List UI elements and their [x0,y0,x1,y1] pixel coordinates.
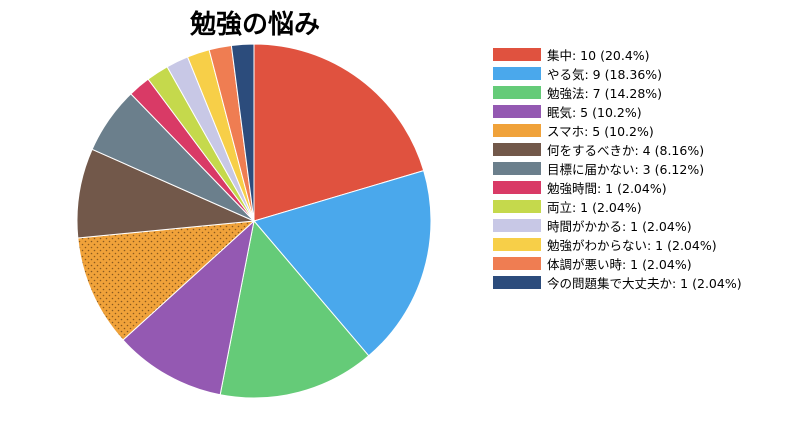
legend-swatch [493,162,541,175]
legend-label: 眠気: 5 (10.2%) [547,105,642,120]
pie-slice-0 [253,43,425,222]
legend-label: 体調が悪い時: 1 (2.04%) [547,257,692,272]
legend-swatch [493,143,541,156]
legend-item: 勉強時間: 1 (2.04%) [493,178,742,197]
legend-swatch [493,86,541,99]
legend-label: 何をするべきか: 4 (8.16%) [547,143,705,158]
legend-item: 何をするべきか: 4 (8.16%) [493,140,742,159]
pie-slice-2 [219,219,370,399]
pie-slice-4 [77,220,256,341]
legend-label: 勉強法: 7 (14.28%) [547,86,663,101]
legend-item: 集中: 10 (20.4%) [493,45,742,64]
legend-swatch [493,105,541,118]
legend-label: 今の問題集で大丈夫か: 1 (2.04%) [547,276,742,291]
legend-item: やる気: 9 (18.36%) [493,64,742,83]
pie-slices [76,43,432,399]
legend-swatch [493,219,541,232]
pie-slice-12 [230,43,255,222]
legend-item: 勉強法: 7 (14.28%) [493,83,742,102]
legend-swatch [493,67,541,80]
legend-swatch [493,257,541,270]
legend-item: 時間がかかる: 1 (2.04%) [493,216,742,235]
pie-slice-5 [76,148,256,239]
legend-label: 勉強がわからない: 1 (2.04%) [547,238,717,253]
legend-label: 両立: 1 (2.04%) [547,200,642,215]
legend-item: スマホ: 5 (10.2%) [493,121,742,140]
legend-item: 今の問題集で大丈夫か: 1 (2.04%) [493,273,742,292]
legend-label: 勉強時間: 1 (2.04%) [547,181,667,196]
legend-label: 集中: 10 (20.4%) [547,48,650,63]
legend-swatch [493,238,541,251]
legend: 集中: 10 (20.4%) やる気: 9 (18.36%) 勉強法: 7 (14.… [493,45,742,292]
legend-label: 目標に届かない: 3 (6.12%) [547,162,705,177]
legend-item: 勉強がわからない: 1 (2.04%) [493,235,742,254]
legend-item: 両立: 1 (2.04%) [493,197,742,216]
pie-slice-1 [253,170,432,357]
legend-swatch [493,48,541,61]
legend-swatch [493,200,541,213]
pie-slice-3 [122,219,255,396]
legend-label: やる気: 9 (18.36%) [547,67,663,82]
pie-chart [76,43,432,399]
legend-item: 目標に届かない: 3 (6.12%) [493,159,742,178]
chart-title: 勉強の悩み [189,10,320,40]
legend-swatch [493,276,541,289]
legend-swatch [493,124,541,137]
legend-label: 時間がかかる: 1 (2.04%) [547,219,692,234]
legend-label: スマホ: 5 (10.2%) [547,124,654,139]
legend-item: 眠気: 5 (10.2%) [493,102,742,121]
legend-item: 体調が悪い時: 1 (2.04%) [493,254,742,273]
legend-swatch [493,181,541,194]
